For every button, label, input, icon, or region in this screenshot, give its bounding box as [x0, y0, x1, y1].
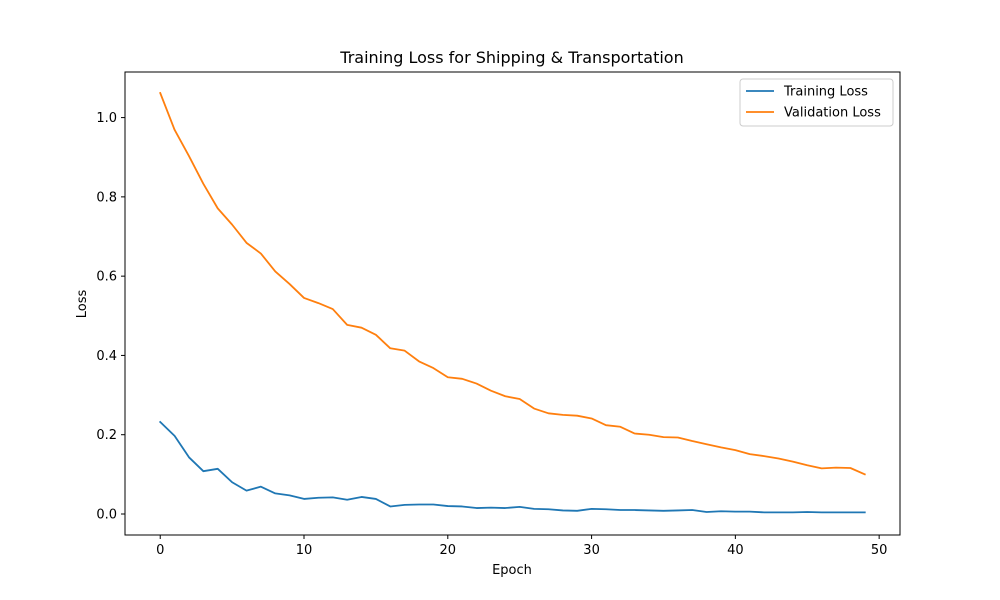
y-tick-label: 0.4 — [96, 349, 117, 364]
x-tick-label: 40 — [727, 543, 744, 558]
chart-title: Training Loss for Shipping & Transportat… — [339, 48, 683, 67]
legend: Training Loss Validation Loss — [739, 78, 894, 127]
legend-label-validation-loss: Validation Loss — [784, 106, 881, 121]
x-tick-label: 20 — [440, 543, 457, 558]
y-tick-label: 0.8 — [96, 190, 117, 205]
x-tick-label: 10 — [296, 543, 313, 558]
y-tick-label: 0.2 — [96, 428, 117, 443]
x-tick-label: 0 — [156, 543, 164, 558]
legend-box — [739, 78, 894, 127]
series-line-validation-loss — [159, 91, 866, 476]
plot-area: 0 10 20 30 40 50 0.0 0.2 0.4 0.6 0.8 1.0 — [96, 71, 901, 558]
legend-label-training-loss: Training Loss — [783, 85, 868, 100]
y-tick-label: 0.6 — [96, 270, 117, 285]
axes-frame — [124, 71, 901, 536]
y-tick-label: 0.0 — [96, 507, 117, 522]
y-axis-label: Loss — [75, 290, 90, 319]
y-tick-label: 1.0 — [96, 111, 117, 126]
series-line-training-loss — [158, 420, 866, 514]
x-tick-label: 50 — [871, 543, 888, 558]
x-tick-label: 30 — [583, 543, 600, 558]
x-axis-label: Epoch — [492, 563, 532, 578]
